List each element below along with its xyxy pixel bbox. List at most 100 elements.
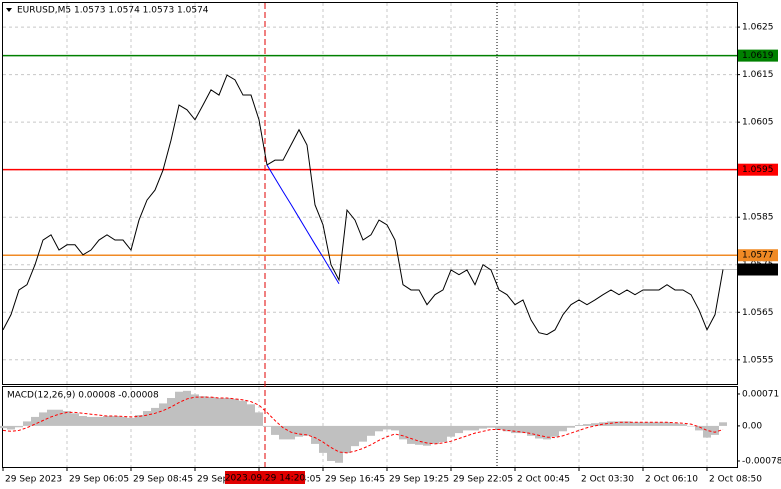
- histogram-bar: [31, 416, 39, 426]
- histogram-bar: [199, 396, 207, 426]
- level-label: 1.0577: [742, 251, 774, 261]
- level-label-box: [738, 163, 778, 176]
- x-tick-label: 2 Oct 06:10: [645, 475, 698, 485]
- histogram-bar: [263, 425, 271, 427]
- price-line: [2, 74, 724, 336]
- histogram-bar: [311, 425, 319, 444]
- histogram-bar: [711, 425, 719, 435]
- y-tick-label: 1.0555: [742, 355, 774, 365]
- histogram-bar: [15, 425, 23, 428]
- histogram-bar: [239, 400, 247, 426]
- histogram-bar: [639, 422, 647, 426]
- histogram-bar: [87, 416, 95, 426]
- histogram-bar: [207, 397, 215, 426]
- histogram-bar: [479, 425, 487, 429]
- histogram-bar: [391, 425, 399, 431]
- histogram-bar: [7, 425, 15, 430]
- histogram-bar: [623, 421, 631, 426]
- y-tick-label: 1.0565: [742, 308, 774, 318]
- histogram-bar: [575, 425, 583, 426]
- histogram-bar: [103, 416, 111, 426]
- histogram-bar: [79, 416, 87, 426]
- y-tick-label: 1.0585: [742, 213, 774, 223]
- histogram-bar: [319, 425, 327, 453]
- histogram-bar: [295, 425, 303, 437]
- level-label-box: [738, 263, 778, 276]
- histogram-bar: [591, 423, 599, 426]
- histogram-bar: [327, 425, 335, 461]
- level-label: 1.0574: [742, 265, 774, 275]
- macd-title: MACD(12,26,9) 0.00008 -0.00008: [7, 391, 159, 401]
- histogram-bar: [95, 416, 103, 426]
- histogram-bar: [71, 413, 79, 426]
- histogram-bar: [151, 407, 159, 426]
- histogram-bar: [583, 424, 591, 426]
- histogram-bar: [375, 425, 383, 432]
- x-tick-label: 29 Sep 08:45: [133, 475, 193, 485]
- histogram-bar: [543, 425, 551, 440]
- histogram-bar: [175, 391, 183, 426]
- histogram-bar: [535, 425, 543, 439]
- histogram-bar: [663, 422, 671, 426]
- histogram-bar: [687, 425, 695, 427]
- histogram-bar: [231, 398, 239, 426]
- histogram-bar: [191, 394, 199, 426]
- x-tick-label: 2 Oct 08:50: [709, 475, 762, 485]
- level-label-box: [738, 49, 778, 62]
- histogram-bar: [383, 425, 391, 430]
- histogram-bar: [719, 422, 727, 426]
- histogram-bar: [415, 425, 423, 445]
- histogram-bar: [55, 409, 63, 426]
- histogram-bar: [631, 422, 639, 426]
- histogram-bar: [111, 416, 119, 426]
- y-tick-label: -0.00078: [742, 456, 781, 466]
- histogram-bar: [671, 423, 679, 426]
- histogram-bar: [223, 398, 231, 426]
- histogram-bar: [255, 412, 263, 426]
- chart-title: EURUSD,M5 1.0573 1.0574 1.0573 1.0574: [17, 6, 209, 16]
- histogram-bar: [63, 411, 71, 426]
- level-label: 1.0595: [742, 165, 774, 175]
- histogram-bar: [127, 417, 135, 426]
- level-label-box: [738, 249, 778, 262]
- histogram-bar: [559, 425, 567, 432]
- y-tick-label: 1.0625: [742, 23, 774, 33]
- histogram-bar: [247, 404, 255, 426]
- x-tick-label: 29 Sep 06:05: [69, 475, 129, 485]
- histogram-bar: [343, 425, 351, 453]
- histogram-bar: [351, 425, 359, 447]
- histogram-bar: [47, 409, 55, 426]
- histogram-bar: [455, 425, 463, 434]
- x-tick-label: 2 Oct 03:30: [581, 475, 634, 485]
- x-tick-label: 29 Sep 16:45: [325, 475, 385, 485]
- histogram-bar: [271, 425, 279, 435]
- price-frame: [2, 2, 738, 385]
- crosshair-label-box: [225, 471, 305, 484]
- histogram-bar: [303, 425, 311, 436]
- x-tick-label: 29 Sep 2023: [5, 475, 62, 485]
- histogram-bar: [431, 425, 439, 444]
- histogram-bar: [679, 424, 687, 426]
- histogram-bar: [119, 416, 127, 426]
- histogram-bar: [655, 422, 663, 426]
- histogram-bar: [39, 412, 47, 426]
- histogram-bar: [135, 415, 143, 426]
- y-tick-label: 1.0605: [742, 118, 774, 128]
- trend-line: [266, 164, 340, 285]
- histogram-bar: [367, 425, 375, 436]
- x-tick-label: 29 Sep 19:25: [389, 475, 449, 485]
- histogram-bar: [519, 425, 527, 434]
- histogram-bar: [527, 425, 535, 436]
- histogram-bar: [23, 421, 31, 426]
- histogram-bar: [335, 425, 343, 463]
- y-tick-label: 0.00071: [742, 389, 779, 399]
- y-tick-label: 1.0615: [742, 70, 774, 80]
- histogram-bar: [463, 425, 471, 431]
- menu-icon: [6, 8, 12, 12]
- x-tick-label: 2 Oct 00:45: [517, 475, 570, 485]
- histogram-bar: [399, 425, 407, 440]
- histogram-bar: [447, 425, 455, 437]
- histogram-bar: [647, 422, 655, 426]
- histogram-bar: [359, 425, 367, 442]
- histogram-bar: [215, 398, 223, 426]
